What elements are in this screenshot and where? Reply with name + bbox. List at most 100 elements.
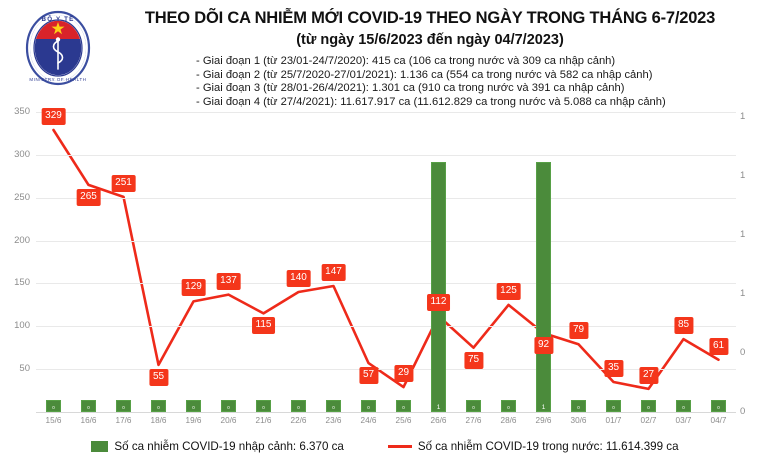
bar-entry-cases [81,400,96,412]
y-axis-right: 0 0 1 1 1 1 [736,110,770,416]
line-point-value-label: 61 [708,337,729,355]
bar-value-label: 0 [682,405,685,410]
page-subtitle: (từ ngày 15/6/2023 đến ngày 04/7/2023) [296,31,564,48]
bar-value-label: 0 [402,405,405,410]
line-point-value-label: 140 [286,270,311,287]
x-axis-tick-label: 21/6 [255,416,272,425]
gridline [36,240,736,242]
legend-item-line: Số ca nhiễm COVID-19 trong nước: 11.614.… [387,440,679,453]
page-title: THEO DÕI CA NHIỄM MỚI COVID-19 THEO NGÀY… [144,9,716,27]
bar-value-label: 0 [507,405,510,410]
bar-value-label: 0 [472,405,475,410]
bar-entry-cases [46,400,61,412]
legend-line-label: Số ca nhiễm COVID-19 trong nước: 11.614.… [417,440,679,453]
x-axis-tick-label: 04/7 [710,416,727,425]
bar-value-label: 0 [157,405,160,410]
bar-entry-cases [641,400,656,412]
bar-value-label: 0 [612,405,615,410]
y-axis-left-tick: 250 [14,191,30,203]
legend-line-swatch-icon [387,445,412,448]
chart-header: BỘ Y TẾ MINISTRY OF HEALTH THEO DÕI CA N… [0,0,770,110]
gridline [36,326,736,328]
y-axis-right-tick: 1 [740,228,746,240]
bar-value-label: 1 [541,404,546,411]
bar-value-label: 0 [367,405,370,410]
line-point-value-label: 129 [181,279,206,297]
line-point-value-label: 57 [358,367,379,385]
bar-entry-cases [536,161,551,412]
bar-value-label: 0 [262,405,265,410]
x-axis-tick-label: 03/7 [675,416,692,425]
x-axis-tick-label: 02/7 [640,416,657,425]
gridline [36,154,736,156]
phase-line: - Giai đoạn 4 (từ 27/4/2021): 11.617.917… [196,95,666,108]
line-series-svg [36,112,736,412]
line-point-value-label: 112 [426,294,451,311]
legend-item-bar: Số ca nhiễm COVID-19 nhập cảnh: 6.370 ca [91,440,344,453]
chart-canvas: 0 0 0 0 0 0 0 0 0 0 0 1 0 0 1 0 0 0 0 0 329 265 251 55 129 137 115… [36,108,736,413]
line-point-value-label: 137 [216,272,241,290]
svg-text:BỘ Y TẾ: BỘ Y TẾ [42,15,75,23]
line-series-domestic-cases [54,130,719,389]
bar-value-label: 0 [332,405,335,410]
line-point-value-label: 75 [463,351,484,369]
x-axis-tick-label: 01/7 [605,416,622,425]
bar-entry-cases [431,161,446,412]
bar-value-label: 0 [717,405,720,410]
line-point-value-label: 251 [111,174,136,192]
title-block: THEO DÕI CA NHIỄM MỚI COVID-19 THEO NGÀY… [100,8,760,49]
chart-legend: Số ca nhiễm COVID-19 nhập cảnh: 6.370 ca… [0,434,770,459]
bar-value-label: 0 [122,405,125,410]
y-axis-left-tick: 200 [14,234,30,246]
x-axis-tick-label: 26/6 [430,416,447,425]
x-axis-tick-label: 27/6 [465,416,482,425]
x-axis-tick-label: 22/6 [290,416,307,425]
bar-entry-cases [151,400,166,412]
line-point-value-label: 329 [41,108,66,125]
line-point-value-label: 29 [393,365,414,383]
phase-line: - Giai đoạn 3 (từ 28/01-26/4/2021): 1.30… [196,82,625,95]
x-axis-tick-label: 19/6 [185,416,202,425]
line-point-value-label: 147 [321,264,346,281]
x-axis-tick-label: 20/6 [220,416,237,425]
bar-entry-cases [361,400,376,412]
x-axis-tick-label: 30/6 [570,416,587,425]
y-axis-left-tick: 150 [14,277,30,289]
y-axis-left-tick: 300 [14,148,30,160]
x-axis-tick-label: 24/6 [360,416,377,425]
y-axis-right-tick: 0 [740,346,746,358]
y-axis-left-tick: 50 [19,363,30,375]
bar-entry-cases [711,400,726,412]
bar-value-label: 0 [577,405,580,410]
x-axis-tick-label: 29/6 [535,416,552,425]
x-axis-tick-label: 18/6 [150,416,167,425]
bar-value-label: 0 [297,405,300,410]
phase-line: - Giai đoạn 1 (từ 23/01-24/7/2020): 415 … [196,55,616,67]
y-axis-left-tick: 100 [14,320,30,332]
x-axis-tick-label: 17/6 [115,416,132,425]
legend-bar-label: Số ca nhiễm COVID-19 nhập cảnh: 6.370 ca [114,440,344,453]
bar-entry-cases [571,400,586,412]
line-point-value-label: 265 [76,188,101,206]
x-axis-tick-label: 28/6 [500,416,517,425]
bar-entry-cases [186,400,201,412]
line-point-value-label: 85 [673,317,694,335]
axis-baseline [36,412,736,413]
legend-bar-swatch-icon [91,441,109,452]
bar-entry-cases [291,400,306,412]
bar-entry-cases [676,400,691,412]
gridline [36,283,736,285]
bar-entry-cases [606,400,621,412]
line-point-value-label: 55 [148,368,169,386]
bar-value-label: 0 [227,405,230,410]
line-point-value-label: 92 [533,337,554,355]
x-axis-tick-label: 15/6 [45,416,62,425]
bar-value-label: 1 [436,404,441,411]
y-axis-right-tick: 1 [740,287,746,299]
y-axis-right-tick: 1 [740,110,746,122]
bar-entry-cases [256,400,271,412]
bar-value-label: 0 [647,405,650,410]
bar-entry-cases [501,400,516,412]
